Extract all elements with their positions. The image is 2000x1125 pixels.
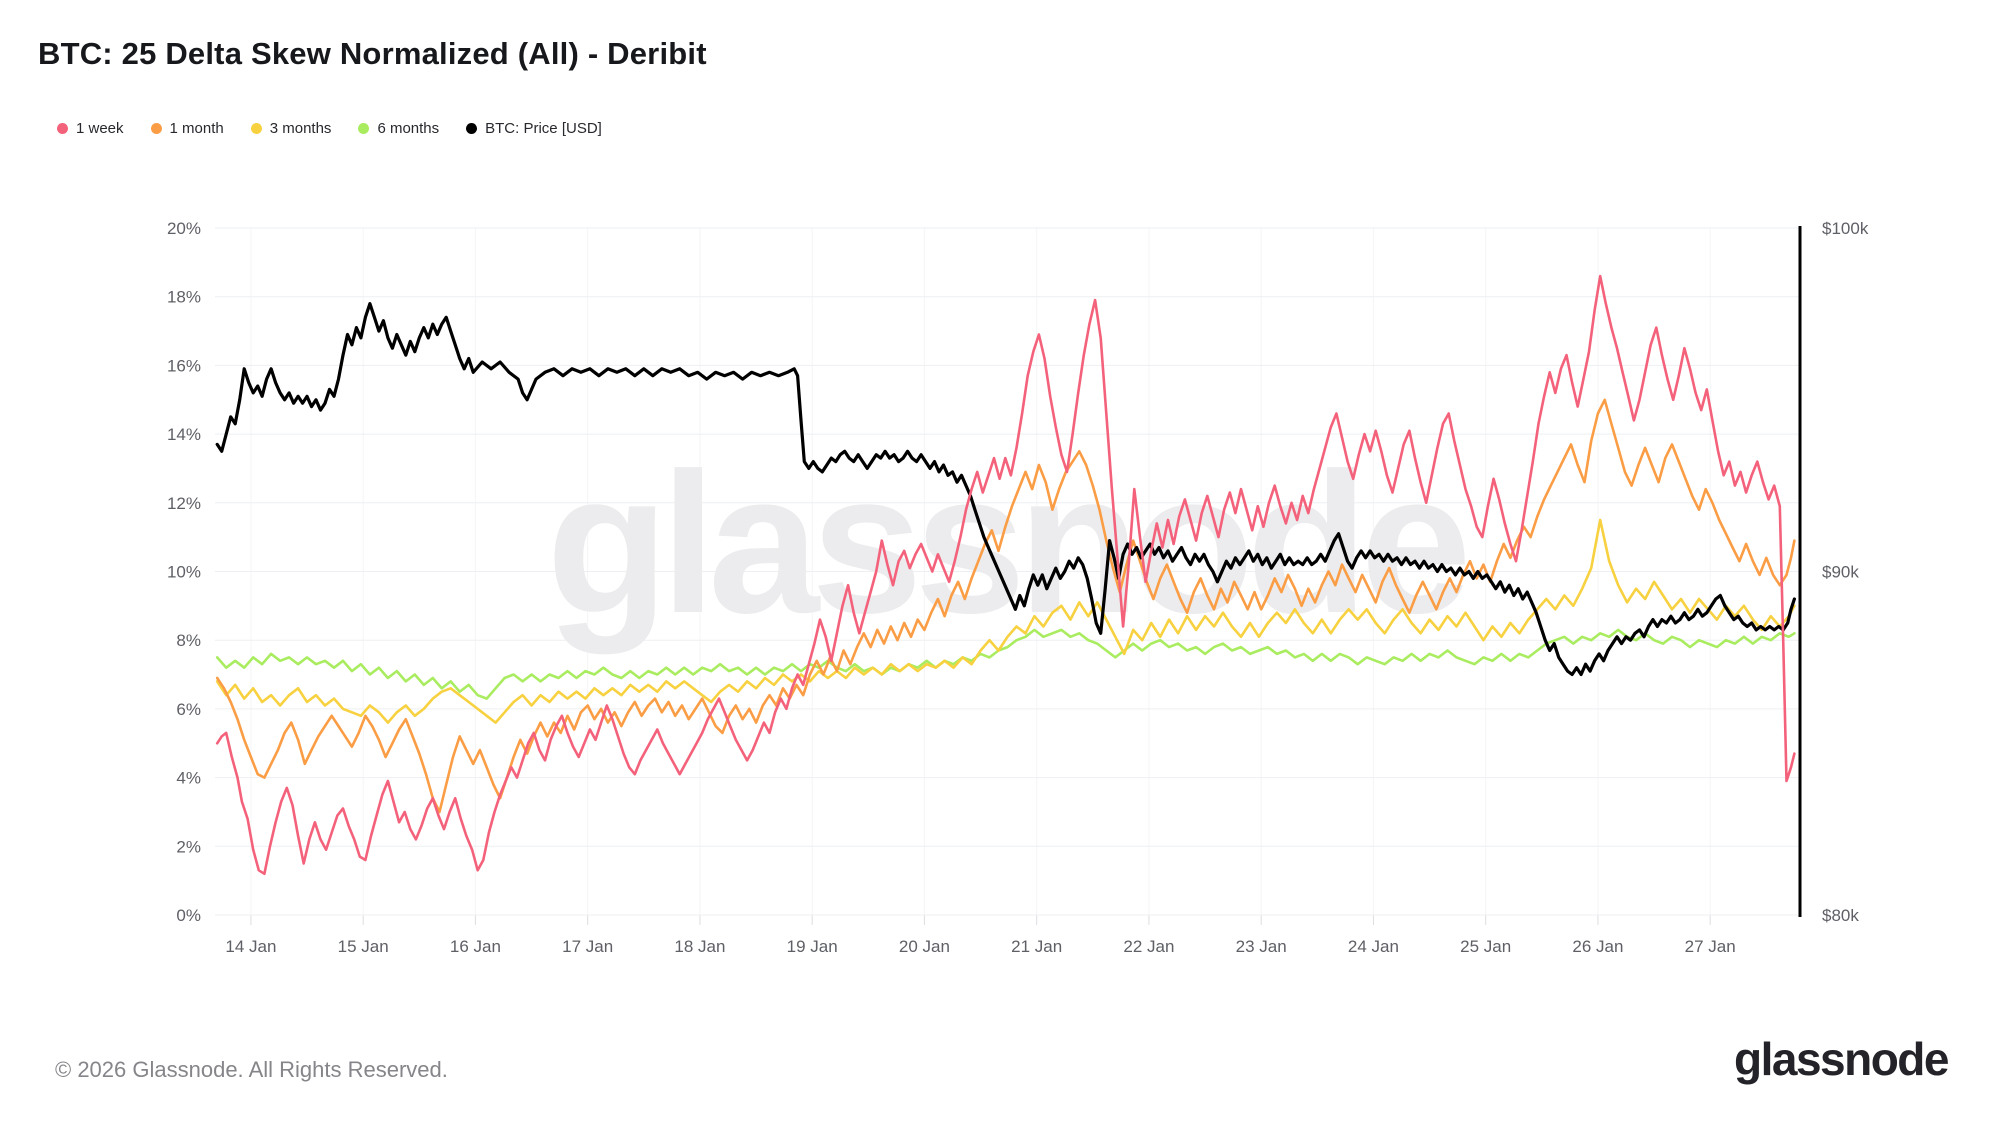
- y-axis-left-label: 6%: [176, 700, 201, 719]
- copyright-text: © 2026 Glassnode. All Rights Reserved.: [55, 1057, 448, 1082]
- series-line-1-month: [215, 398, 1796, 814]
- y-axis-left-label: 8%: [176, 631, 201, 650]
- x-axis-label: 27 Jan: [1685, 937, 1736, 956]
- x-axis-label: 25 Jan: [1460, 937, 1511, 956]
- y-axis-right-label: $80k: [1822, 906, 1859, 925]
- x-axis-label: 22 Jan: [1123, 937, 1174, 956]
- x-axis-label: 18 Jan: [674, 937, 725, 956]
- x-axis-label: 14 Jan: [225, 937, 276, 956]
- page-title: BTC: 25 Delta Skew Normalized (All) - De…: [38, 36, 707, 71]
- legend-label: BTC: Price [USD]: [485, 120, 602, 137]
- legend-label: 6 months: [377, 120, 440, 137]
- chart-legend: 1 week 1 month 3 months 6 months BTC: Price …: [57, 120, 602, 137]
- y-axis-left-label: 12%: [167, 494, 201, 513]
- y-axis-left-label: 18%: [167, 288, 201, 307]
- x-axis-label: 20 Jan: [899, 937, 950, 956]
- series-line-btc-price-usd: [215, 302, 1796, 677]
- legend-item-6-months[interactable]: 6 months: [358, 120, 439, 137]
- x-axis-label: 17 Jan: [562, 937, 613, 956]
- legend-item-1-month[interactable]: 1 month: [150, 120, 224, 137]
- x-axis-label: 24 Jan: [1348, 937, 1399, 956]
- legend-label: 1 month: [169, 120, 224, 137]
- x-axis-label: 21 Jan: [1011, 937, 1062, 956]
- x-axis-label: 15 Jan: [338, 937, 389, 956]
- y-axis-left-label: 14%: [167, 425, 201, 444]
- legend-item-3-months[interactable]: 3 months: [250, 120, 332, 137]
- legend-dot-icon: [466, 123, 478, 134]
- y-axis-right-label: $100k: [1822, 219, 1869, 238]
- legend-dot-icon: [57, 123, 68, 134]
- x-axis-label: 16 Jan: [450, 937, 501, 956]
- y-axis-left-label: 20%: [167, 219, 201, 238]
- legend-item-btc-price-usd[interactable]: BTC: Price [USD]: [466, 120, 602, 137]
- x-axis-label: 26 Jan: [1572, 937, 1623, 956]
- y-axis-left-label: 4%: [176, 769, 201, 788]
- series-line-6-months: [215, 628, 1796, 700]
- series-line-1-week: [215, 274, 1796, 876]
- x-axis-label: 23 Jan: [1236, 937, 1287, 956]
- series-line-3-months: [215, 518, 1796, 724]
- y-axis-left-label: 0%: [176, 906, 201, 925]
- plot-area[interactable]: [215, 228, 1800, 915]
- y-axis-right-label: $90k: [1822, 563, 1859, 582]
- y-axis-left-label: 16%: [167, 356, 201, 375]
- legend-dot-icon: [250, 123, 262, 134]
- x-axis-label: 19 Jan: [787, 937, 838, 956]
- y-axis-left-label: 10%: [167, 563, 201, 582]
- legend-item-1-week[interactable]: 1 week: [57, 120, 124, 137]
- glassnode-wordmark: glassnode: [1733, 1033, 1950, 1085]
- legend-dot-icon: [358, 123, 370, 134]
- y-axis-left-label: 2%: [176, 837, 201, 856]
- legend-label: 3 months: [269, 120, 332, 137]
- legend-label: 1 week: [76, 120, 124, 137]
- legend-dot-icon: [150, 123, 162, 134]
